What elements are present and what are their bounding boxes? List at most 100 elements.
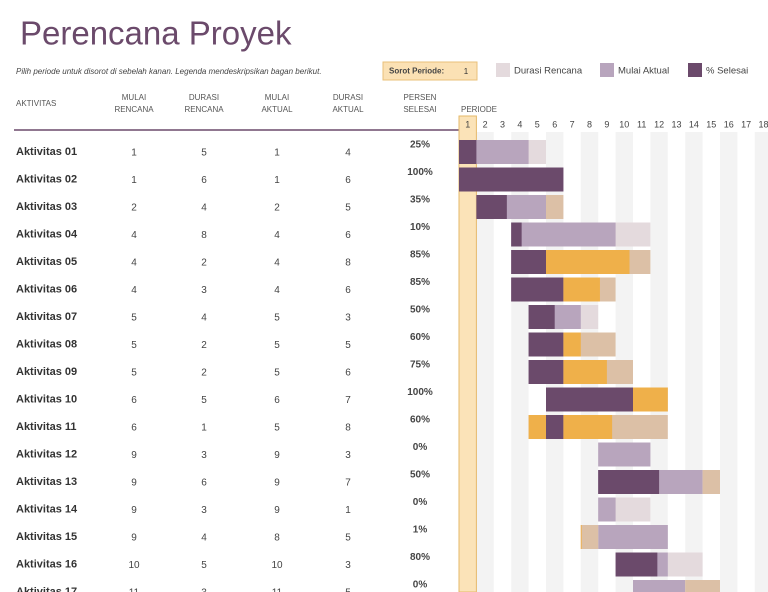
cell-value: 4 [345, 148, 351, 159]
cell-value: 10 [271, 560, 283, 571]
period-number: 3 [500, 119, 505, 129]
highlight-label: Sorot Periode: [389, 67, 444, 76]
legend-swatch [496, 63, 510, 77]
period-number: 16 [724, 119, 734, 129]
cell-value: 11 [272, 588, 283, 592]
actual-beyond-plan [546, 195, 564, 219]
activity-name: Aktivitas 17 [16, 586, 77, 592]
activity-name: Aktivitas 14 [16, 503, 78, 515]
percent-complete-beyond [633, 387, 668, 412]
column-header: AKTUAL [332, 105, 364, 114]
legend-swatch [688, 63, 702, 77]
percent-complete [511, 277, 564, 302]
cell-value: 9 [274, 505, 280, 516]
cell-value: 1 [131, 175, 137, 186]
activity-name: Aktivitas 04 [16, 228, 78, 240]
period-label: PERIODE [461, 105, 497, 114]
legend-swatch [600, 63, 614, 77]
percent-complete [615, 552, 658, 577]
instruction: Pilih periode untuk disorot di sebelah k… [16, 67, 322, 76]
highlight-box[interactable] [382, 61, 478, 81]
legend-label: % Selesai [706, 66, 748, 77]
cell-value: 9 [274, 478, 280, 489]
cell-value: 5 [201, 560, 207, 571]
highlight-column [458, 115, 477, 592]
cell-value: 5 [201, 148, 207, 159]
cell-value: 4 [201, 203, 207, 214]
cell-value: 3 [201, 588, 207, 592]
cell-value: 5 [345, 588, 351, 592]
activity-name: Aktivitas 13 [16, 476, 77, 488]
percent-complete [459, 140, 477, 164]
column-header: MULAI [122, 93, 146, 102]
cell-value: 5 [131, 368, 137, 379]
column-header: RENCANA [114, 105, 154, 114]
period-number: 2 [483, 119, 488, 129]
cell-value: 3 [345, 450, 351, 461]
cell-value: 8 [345, 258, 351, 269]
cell-value: 5 [274, 340, 280, 351]
period-number: 12 [654, 119, 664, 129]
period-stripe [685, 132, 703, 592]
period-stripe [511, 132, 529, 592]
legend-label: Mulai Aktual [618, 66, 669, 77]
percent-value: 60% [410, 415, 430, 426]
cell-value: 9 [131, 505, 137, 516]
period-number: 5 [535, 119, 540, 129]
title: Perencana Proyek [20, 15, 292, 52]
cell-value: 3 [345, 313, 351, 324]
cell-value: 3 [201, 450, 207, 461]
cell-value: 5 [274, 313, 280, 324]
percent-value: 0% [413, 442, 428, 453]
cell-value: 9 [131, 450, 137, 461]
cell-value: 1 [345, 505, 351, 516]
percent-complete [511, 250, 546, 274]
activity-name: Aktivitas 05 [16, 256, 77, 268]
activity-name: Aktivitas 01 [16, 146, 77, 158]
cell-value: 6 [345, 285, 351, 296]
highlight-value[interactable]: 1 [464, 67, 469, 76]
percent-complete-beyond [580, 525, 582, 549]
activity-name: Aktivitas 03 [16, 201, 77, 213]
percent-value: 50% [410, 305, 430, 316]
activity-name: Aktivitas 02 [16, 173, 77, 185]
cell-value: 3 [345, 560, 351, 571]
cell-value: 9 [131, 533, 137, 544]
percent-value: 100% [407, 387, 433, 398]
activity-name: Aktivitas 07 [16, 311, 77, 323]
period-number: 18 [758, 119, 768, 129]
period-number: 15 [706, 119, 716, 129]
cell-value: 4 [201, 533, 207, 544]
actual-bar [511, 222, 616, 247]
cell-value: 6 [345, 230, 351, 241]
percent-complete [528, 360, 564, 384]
cell-value: 5 [131, 340, 137, 351]
period-number: 14 [689, 119, 699, 129]
cell-value: 5 [345, 340, 351, 351]
actual-bar [598, 442, 651, 467]
actual-beyond-plan [702, 470, 720, 494]
cell-value: 6 [201, 175, 207, 186]
percent-complete [528, 305, 555, 329]
column-header: SELESAI [403, 105, 436, 114]
percent-value: 60% [410, 332, 430, 343]
activity-name: Aktivitas 16 [16, 558, 77, 570]
cell-value: 11 [129, 588, 140, 592]
actual-bar [598, 525, 668, 549]
cell-value: 1 [131, 148, 137, 159]
percent-value: 0% [413, 497, 428, 508]
percent-complete [511, 222, 522, 247]
cell-value: 1 [201, 423, 207, 434]
actual-beyond-plan [580, 525, 599, 549]
percent-complete-beyond [563, 415, 613, 439]
activity-name: Aktivitas 11 [16, 421, 77, 433]
cell-value: 3 [201, 505, 207, 516]
activity-name: Aktivitas 15 [16, 531, 77, 543]
period-number: 1 [465, 119, 470, 129]
cell-value: 4 [274, 258, 280, 269]
period-number: 7 [570, 119, 575, 129]
period-number: 10 [619, 119, 629, 129]
cell-value: 1 [274, 175, 280, 186]
percent-value: 85% [410, 277, 430, 288]
activity-name: Aktivitas 08 [16, 338, 77, 350]
